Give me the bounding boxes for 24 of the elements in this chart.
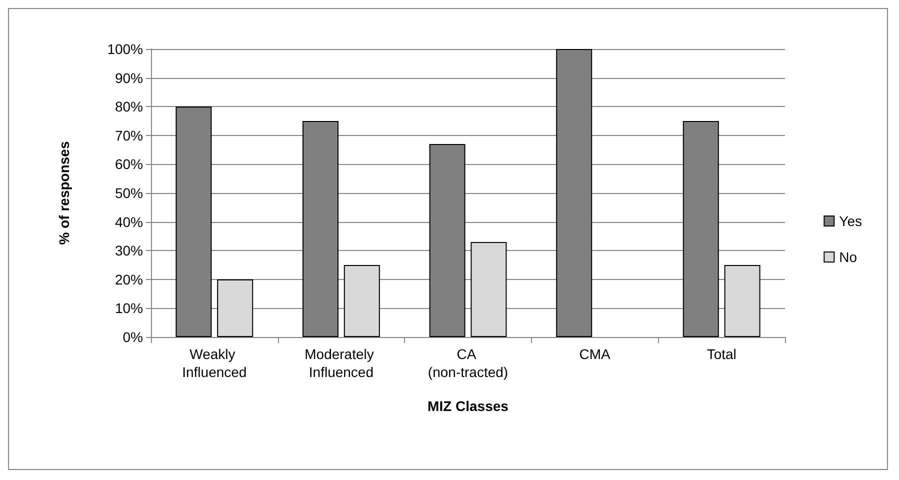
y-tick-label: 100%: [107, 41, 143, 57]
y-tick-label: 10%: [114, 300, 143, 316]
legend-label: No: [839, 249, 858, 265]
bar: [344, 265, 380, 337]
bar: [724, 265, 760, 337]
x-tick-label: Weakly Influenced: [182, 346, 247, 380]
x-tick-label: Total: [706, 346, 736, 362]
y-tick-label: 80%: [114, 98, 143, 115]
y-axis-title: % of responses: [56, 141, 72, 245]
y-tick-label: 0%: [122, 329, 143, 345]
x-tick-label: CA (non-tracted): [428, 346, 508, 380]
y-tick-label: 90%: [114, 70, 143, 86]
y-tick-label: 60%: [114, 156, 143, 172]
y-tick-label: 30%: [114, 242, 143, 259]
y-tick-label: 50%: [114, 185, 143, 201]
x-tick-label: CMA: [579, 346, 612, 362]
bar: [470, 242, 507, 337]
x-tick-label: Moderately Influenced: [304, 346, 378, 380]
x-axis-title: MIZ Classes: [428, 398, 509, 414]
y-tick-label: 70%: [114, 127, 143, 144]
bar: [217, 279, 254, 337]
legend-label: Yes: [839, 213, 862, 229]
y-tick-label: 20%: [114, 271, 143, 288]
y-tick-label: 40%: [114, 214, 143, 230]
